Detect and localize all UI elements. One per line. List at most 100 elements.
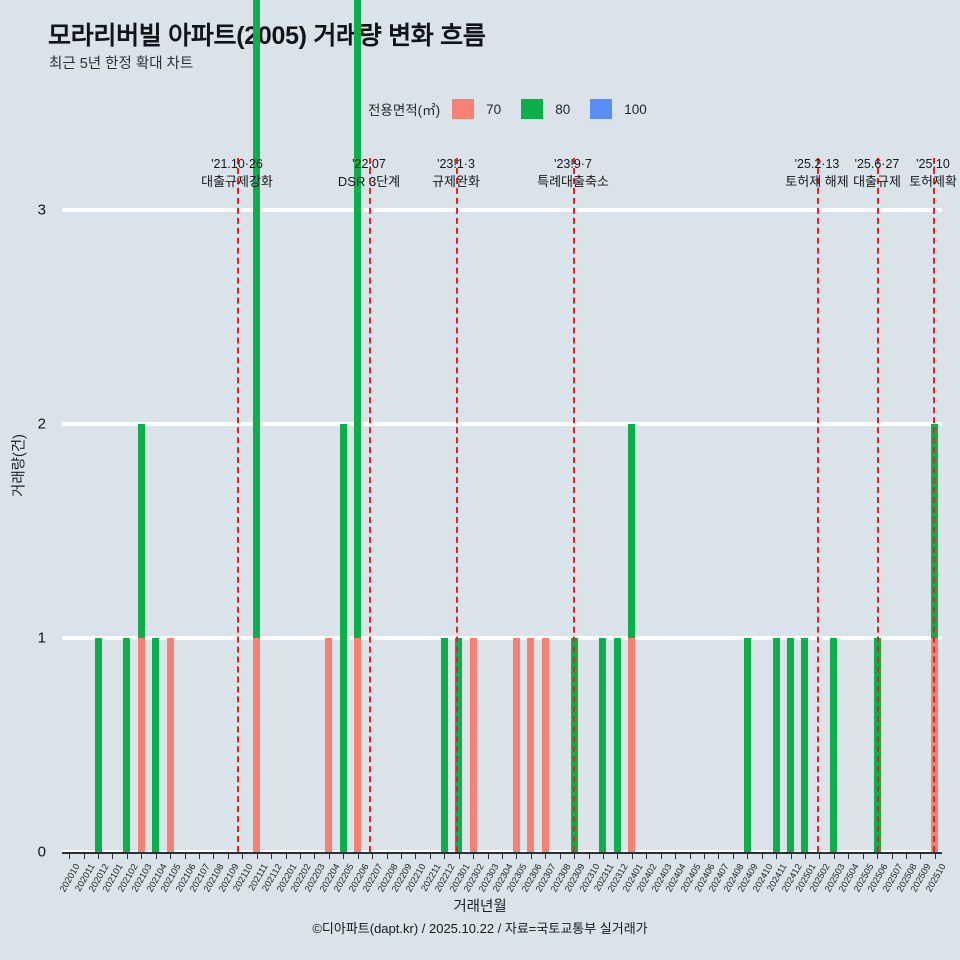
event-annotation-date: '23!1·3: [437, 157, 475, 171]
legend-item-100[interactable]: 100: [590, 99, 647, 119]
x-axis-tick: [675, 852, 677, 859]
bar-segment[interactable]: [253, 638, 261, 852]
y-axis-tick-label: 2: [37, 415, 46, 433]
event-line: [573, 158, 575, 852]
x-axis-tick: [761, 852, 763, 859]
bar-segment[interactable]: [339, 424, 347, 852]
x-axis-tick: [747, 852, 749, 859]
x-axis-tick: [300, 852, 302, 859]
x-axis-tick: [602, 852, 604, 859]
event-annotation-text: 규제완화: [432, 174, 480, 190]
bar-segment[interactable]: [599, 638, 607, 852]
x-axis-tick: [819, 852, 821, 859]
bar-segment[interactable]: [512, 638, 520, 852]
x-axis-tick: [934, 852, 936, 859]
x-axis-tick: [328, 852, 330, 859]
event-annotation-date: '25.2·13: [794, 157, 840, 171]
x-axis-tick: [184, 852, 186, 859]
legend-swatch-70: [452, 99, 475, 119]
bar-segment[interactable]: [253, 0, 261, 638]
bar-segment[interactable]: [772, 638, 780, 852]
x-axis-tick: [372, 852, 374, 859]
bar-segment[interactable]: [469, 638, 477, 852]
bar-segment[interactable]: [354, 0, 362, 638]
x-axis-tick: [141, 852, 143, 859]
bar-segment[interactable]: [137, 424, 145, 638]
legend-label-70: 70: [486, 101, 502, 117]
x-axis-tick: [732, 852, 734, 859]
x-axis-tick: [905, 852, 907, 859]
event-annotation: '21.10·26 대출규제강화: [201, 155, 273, 192]
legend-label-80: 80: [555, 101, 571, 117]
x-axis-tick: [487, 852, 489, 859]
chart-title: 모라리버빌 아파트(2005) 거래량 변화 흐름: [48, 22, 486, 50]
gridline: [62, 422, 942, 426]
bar-segment[interactable]: [787, 638, 795, 852]
bar-segment[interactable]: [440, 638, 448, 852]
x-axis-tick: [502, 852, 503, 859]
event-annotation-text: 대출규제강화: [201, 174, 273, 190]
x-axis: 202010 202011 202012 202101 202102 202103 2021…: [58, 852, 947, 894]
event-line: [456, 158, 458, 852]
x-axis-tick: [574, 852, 576, 859]
y-axis-tick-label: 0: [37, 843, 46, 861]
bar-segment[interactable]: [743, 638, 751, 852]
event-annotation-text: 특례대출축소: [537, 174, 609, 190]
bar-segment[interactable]: [94, 638, 102, 852]
bar-segment[interactable]: [527, 638, 535, 852]
event-annotation-date: '22.07: [352, 157, 386, 171]
x-axis-tick: [848, 852, 850, 859]
plot-area: '21.10·26 대출규제강화 '22.07 DSR 3단계 '23!1·3 규제완화 '…: [62, 0, 957, 854]
x-axis-tick: [776, 852, 778, 859]
bar-segment[interactable]: [628, 638, 636, 852]
x-axis-tick: [199, 852, 201, 859]
bar-segment[interactable]: [354, 638, 362, 852]
event-annotation-text: 토허제 해제: [785, 174, 849, 190]
bar-segment[interactable]: [325, 638, 333, 852]
bar-segment[interactable]: [628, 424, 636, 638]
x-axis-tick: [877, 852, 879, 859]
event-annotation-text: DSR 3단계: [337, 174, 401, 190]
bar-segment[interactable]: [152, 638, 160, 852]
x-axis-tick: [227, 852, 229, 859]
x-axis-tick: [256, 852, 258, 859]
bar-segment[interactable]: [613, 638, 621, 852]
event-annotation-text: 토허제확: [909, 174, 957, 190]
x-axis-tick: [170, 852, 172, 859]
x-axis-tick: [689, 852, 691, 859]
x-axis-tick: [703, 852, 705, 859]
bar-segment[interactable]: [137, 638, 145, 852]
x-axis-tick: [83, 852, 85, 859]
x-axis-tick: [516, 852, 518, 859]
bar-segment[interactable]: [166, 638, 174, 852]
x-axis-tick: [314, 852, 316, 859]
x-axis-tick: [646, 852, 648, 859]
y-axis-tick-label: 1: [37, 629, 46, 647]
footer-credit: ©디아파트(dapt.kr) / 2025.10.22 / 자료=국토교통부 실…: [312, 921, 648, 936]
x-axis-tick: [213, 852, 215, 859]
bar-segment[interactable]: [455, 638, 463, 852]
x-axis-tick: [112, 852, 114, 859]
x-axis-tick: [545, 852, 547, 859]
bar-segment[interactable]: [123, 638, 131, 852]
x-axis-tick: [69, 852, 71, 859]
x-axis-tick: [559, 852, 561, 859]
x-axis-tick: [386, 852, 388, 859]
event-annotation-text: 대출규제: [853, 174, 901, 190]
x-axis-tick: [473, 852, 475, 859]
event-annotation: '22.07 DSR 3단계: [338, 155, 400, 192]
event-annotation: '25.6·27 대출규제: [853, 155, 901, 192]
x-axis-tick: [98, 852, 100, 859]
legend-item-70[interactable]: 70: [452, 99, 501, 119]
legend-item-80[interactable]: 80: [521, 99, 570, 119]
bar-segment[interactable]: [830, 638, 838, 852]
legend-swatch-100: [590, 99, 613, 119]
x-axis-tick: [458, 852, 460, 859]
bar-segment[interactable]: [541, 638, 549, 852]
legend-title: 전용면적(㎡): [368, 103, 441, 118]
bar-segment[interactable]: [801, 638, 809, 852]
x-axis-tick: [242, 852, 244, 859]
event-annotation-date: '23!9·7: [554, 157, 592, 171]
x-axis-tick: [126, 852, 128, 859]
event-annotation: '23!1·3 규제완화: [432, 155, 480, 192]
